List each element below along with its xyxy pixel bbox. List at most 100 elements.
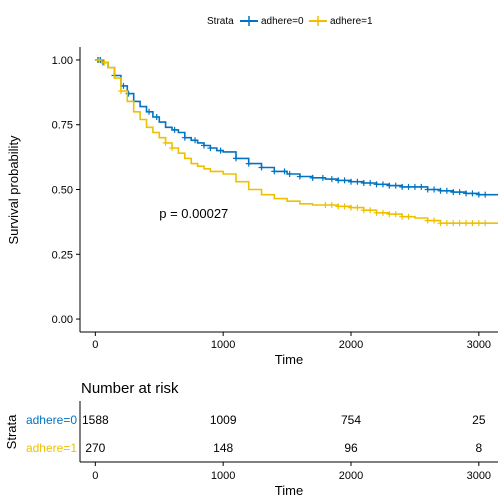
censor-mark	[431, 217, 438, 224]
risk-x-axis-label: Time	[275, 483, 303, 498]
censor-mark	[360, 207, 367, 214]
censor-mark	[232, 155, 239, 162]
censor-mark	[373, 209, 380, 216]
x-tick-label: 3000	[467, 339, 491, 351]
p-value-annotation: p = 0.00027	[159, 206, 228, 221]
legend-label-adhere0: adhere=0	[261, 16, 304, 27]
censor-mark	[217, 147, 224, 154]
risk-cell: 148	[213, 441, 233, 455]
x-ticks: 0 1000 2000 3000	[92, 332, 491, 351]
censor-mark	[258, 164, 265, 171]
censor-mark	[456, 220, 463, 227]
censor-mark	[207, 145, 214, 152]
risk-y-axis-label: Strata	[4, 414, 19, 449]
risk-cell: 8	[475, 441, 482, 455]
risk-x-tick-label: 3000	[467, 470, 491, 482]
censor-mark	[475, 220, 482, 227]
censor-mark	[341, 177, 348, 184]
risk-cell: 96	[344, 441, 358, 455]
censor-mark	[379, 181, 386, 188]
censor-mark	[424, 186, 431, 193]
censor-mark	[469, 190, 476, 197]
legend: Strata adhere=0 adhere=1	[207, 16, 373, 27]
risk-row-label: adhere=0	[26, 413, 77, 427]
censor-mark	[424, 217, 431, 224]
risk-cell: 754	[341, 413, 361, 427]
y-tick-label: 0.75	[52, 120, 73, 132]
censor-mark	[319, 174, 326, 181]
y-tick-label: 0.00	[52, 314, 73, 326]
survival-curves	[94, 56, 498, 227]
x-tick-label: 0	[92, 339, 98, 351]
censor-mark	[245, 160, 252, 167]
x-tick-label: 2000	[339, 339, 363, 351]
censor-mark	[418, 183, 425, 190]
censor-mark	[482, 191, 489, 198]
censor-mark	[296, 173, 303, 180]
censor-mark	[354, 178, 361, 185]
censor-mark	[450, 189, 457, 196]
censor-mark	[443, 187, 450, 194]
risk-cell: 1009	[210, 413, 237, 427]
censor-mark	[475, 191, 482, 198]
y-tick-label: 1.00	[52, 55, 73, 67]
censor-mark	[328, 176, 335, 183]
censor-mark	[347, 178, 354, 185]
censor-mark	[450, 220, 457, 227]
censor-mark	[328, 202, 335, 209]
censor-mark	[431, 186, 438, 193]
y-tick-label: 0.50	[52, 185, 73, 197]
censor-mark	[96, 56, 103, 63]
censor-mark	[347, 204, 354, 211]
censor-mark	[469, 220, 476, 227]
censor-mark	[200, 142, 207, 149]
risk-table-title: Number at risk	[81, 380, 179, 397]
y-ticks: 0.00 0.25 0.50 0.75 1.00	[52, 55, 80, 326]
risk-table: Number at risk Strata Time adhere=0 1588 1…	[4, 380, 498, 498]
censor-mark	[437, 220, 444, 227]
censor-mark	[443, 220, 450, 227]
censor-mark	[386, 211, 393, 218]
risk-cell: 25	[472, 413, 486, 427]
x-axis-label: Time	[275, 352, 303, 367]
censor-mark	[379, 209, 386, 216]
censor-mark	[463, 220, 470, 227]
censor-mark	[335, 177, 342, 184]
censor-mark	[373, 181, 380, 188]
censor-mark	[146, 108, 153, 115]
censor-mark	[405, 183, 412, 190]
risk-x-tick-label: 0	[92, 470, 98, 482]
censor-mark	[482, 220, 489, 227]
censor-mark	[399, 183, 406, 190]
risk-cell: 270	[85, 441, 105, 455]
censor-mark	[192, 137, 199, 144]
censor-mark	[117, 88, 124, 95]
censor-mark	[463, 190, 470, 197]
censor-mark	[386, 182, 393, 189]
censor-mark	[322, 202, 329, 209]
censor-mark	[437, 187, 444, 194]
censor-mark	[367, 207, 374, 214]
censor-mark	[286, 170, 293, 177]
risk-cell: 1588	[82, 413, 109, 427]
censor-mark	[456, 189, 463, 196]
y-tick-label: 0.25	[52, 249, 73, 261]
censor-mark	[392, 211, 399, 218]
main-plot: 0.00 0.25 0.50 0.75 1.00 0 1000 2000 3000 Survi…	[6, 47, 498, 367]
survival-curve-adhere1	[95, 59, 498, 224]
censor-mark	[392, 182, 399, 189]
censor-mark	[162, 139, 169, 146]
y-axis-label: Survival probability	[6, 135, 21, 245]
censor-mark	[169, 145, 176, 152]
legend-title: Strata	[207, 16, 234, 27]
risk-row-label: adhere=1	[26, 441, 77, 455]
censor-mark	[411, 183, 418, 190]
censor-mark	[405, 213, 412, 220]
censor-mark	[399, 213, 406, 220]
x-tick-label: 1000	[211, 339, 235, 351]
censor-mark	[341, 203, 348, 210]
censor-mark	[271, 168, 278, 175]
censor-mark	[153, 113, 160, 120]
risk-x-tick-label: 1000	[211, 470, 235, 482]
